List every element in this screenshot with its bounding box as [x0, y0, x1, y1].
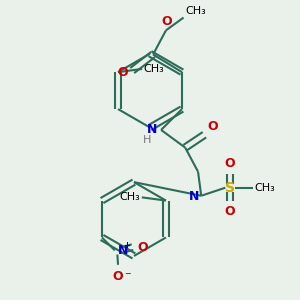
Text: S: S	[225, 181, 235, 195]
Text: O: O	[207, 120, 217, 133]
Text: ⁻: ⁻	[124, 270, 130, 283]
Text: O: O	[162, 15, 172, 28]
Text: +: +	[123, 241, 130, 250]
Text: N: N	[117, 244, 128, 257]
Text: CH₃: CH₃	[119, 192, 140, 203]
Text: CH₃: CH₃	[144, 64, 164, 74]
Text: H: H	[142, 135, 151, 145]
Text: O: O	[225, 206, 236, 218]
Text: O: O	[113, 270, 123, 283]
Text: CH₃: CH₃	[185, 6, 206, 16]
Text: O: O	[137, 241, 148, 254]
Text: O: O	[225, 157, 236, 170]
Text: O: O	[118, 66, 128, 79]
Text: N: N	[189, 190, 200, 203]
Text: N: N	[147, 123, 157, 136]
Text: CH₃: CH₃	[254, 183, 275, 193]
